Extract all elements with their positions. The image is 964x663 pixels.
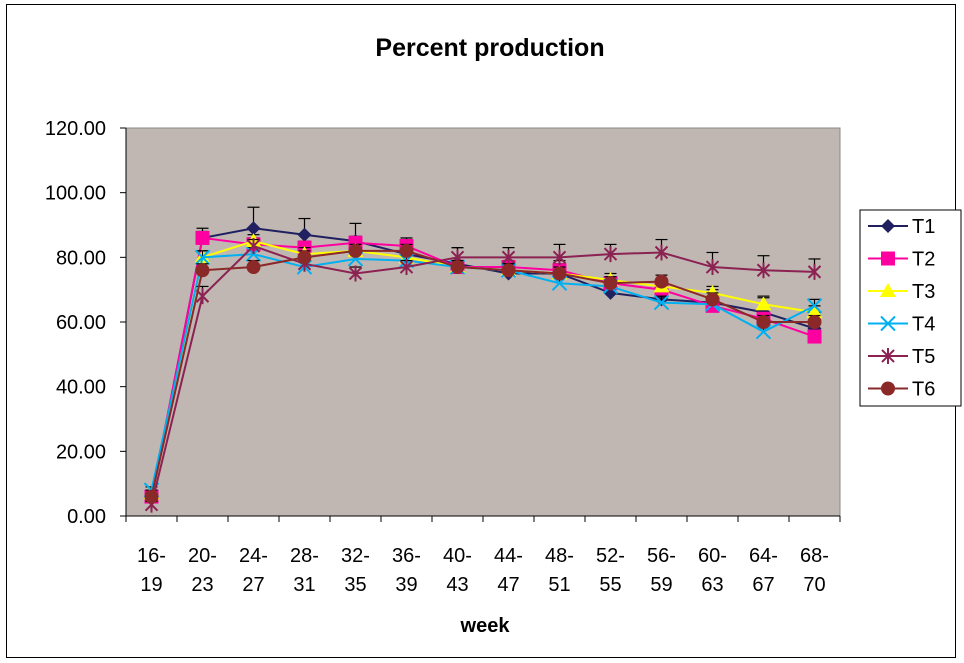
data-point-T5 <box>654 244 669 261</box>
legend-label: T6 <box>912 379 935 401</box>
data-point-T3 <box>806 304 823 319</box>
data-point-T6 <box>705 292 720 307</box>
data-point-T6 <box>348 243 363 258</box>
x-tick-label: 68-70 <box>800 545 829 596</box>
y-tick-label: 80.00 <box>56 247 106 269</box>
legend-marker <box>881 219 895 233</box>
legend-marker <box>881 251 895 266</box>
legend-label: T2 <box>912 249 935 271</box>
data-point-T5 <box>807 263 822 280</box>
data-point-T1 <box>246 221 261 236</box>
legend-entry-T1: T1 <box>868 216 935 238</box>
data-point-T5 <box>246 238 261 255</box>
x-tick-label: 52-55 <box>596 545 625 596</box>
x-tick-label: 56-59 <box>647 545 676 596</box>
chart-title: Percent production <box>375 34 604 62</box>
legend-label: T1 <box>912 216 935 238</box>
legend-entry-T4: T4 <box>868 314 935 336</box>
legend-entry-T3: T3 <box>868 281 935 303</box>
legend-label: T5 <box>912 346 935 368</box>
data-point-T2 <box>195 230 210 245</box>
legend-marker <box>881 381 895 396</box>
x-axis-label: week <box>460 615 511 637</box>
legend-marker <box>881 348 895 364</box>
data-point-T5 <box>705 259 720 276</box>
x-tick-label: 24-27 <box>239 545 268 596</box>
y-tick-label: 20.00 <box>56 441 106 463</box>
legend-box <box>859 209 962 407</box>
x-axis: 16-19 20-23 24-27 28-31 32-35 36-39 40-43 44-47… <box>125 515 841 596</box>
data-point-T6 <box>246 260 261 275</box>
data-point-T5 <box>603 246 618 263</box>
data-point-T2 <box>807 329 822 344</box>
series-T6 <box>144 243 822 504</box>
series-layer <box>143 206 823 513</box>
x-tick-label: 60-63 <box>698 545 727 596</box>
x-tick-label: 48-51 <box>545 545 574 596</box>
data-point-T5 <box>399 259 414 276</box>
data-point-T6 <box>807 315 822 329</box>
data-point-T4 <box>194 249 211 266</box>
legend: T1 T2 T3 T4 T5 T6 <box>859 209 962 407</box>
plot-area <box>125 127 841 517</box>
legend-marker <box>880 315 896 332</box>
legend-label: T3 <box>912 281 935 303</box>
legend-label: T4 <box>912 314 935 336</box>
data-point-T5 <box>756 262 771 279</box>
legend-marker <box>880 283 896 297</box>
data-point-T5 <box>552 249 567 266</box>
y-tick-label: 120.00 <box>45 118 106 140</box>
x-tick-label: 28-31 <box>290 545 319 596</box>
legend-entry-T2: T2 <box>868 249 935 271</box>
data-point-T3 <box>755 296 772 311</box>
y-axis: 0.00 20.00 40.00 60.00 80.00 100.00 120.00 <box>45 118 127 528</box>
y-tick-label: 0.00 <box>67 506 106 528</box>
data-point-T6 <box>195 263 210 278</box>
y-tick-label: 100.00 <box>45 183 106 205</box>
data-point-T6 <box>552 266 567 281</box>
x-tick-label: 44-47 <box>494 545 523 596</box>
series-line-T5 <box>150 244 815 505</box>
data-point-T1 <box>297 227 312 242</box>
x-tick-label: 36-39 <box>392 545 421 596</box>
x-tick-label: 40-43 <box>443 545 472 596</box>
data-point-T6 <box>654 274 669 289</box>
data-point-T6 <box>603 276 618 291</box>
y-tick-label: 60.00 <box>56 312 106 334</box>
data-point-T5 <box>348 265 363 282</box>
x-tick-label: 20-23 <box>188 545 217 596</box>
legend-entry-T6: T6 <box>868 379 935 401</box>
data-point-T6 <box>450 260 465 275</box>
x-tick-label: 16-19 <box>137 545 166 596</box>
legend-entry-T5: T5 <box>868 346 935 368</box>
data-point-T4 <box>806 298 823 314</box>
series-line-T6 <box>150 249 815 497</box>
data-point-T6 <box>501 263 516 278</box>
y-tick-label: 40.00 <box>56 377 106 399</box>
data-point-T6 <box>144 489 159 504</box>
data-point-T6 <box>399 243 414 258</box>
x-tick-label: 64-67 <box>749 545 778 596</box>
data-point-T4 <box>653 294 670 311</box>
x-tick-label: 32-35 <box>341 545 370 596</box>
data-point-T5 <box>501 249 516 266</box>
data-point-T6 <box>297 250 312 265</box>
data-point-T6 <box>756 315 771 329</box>
